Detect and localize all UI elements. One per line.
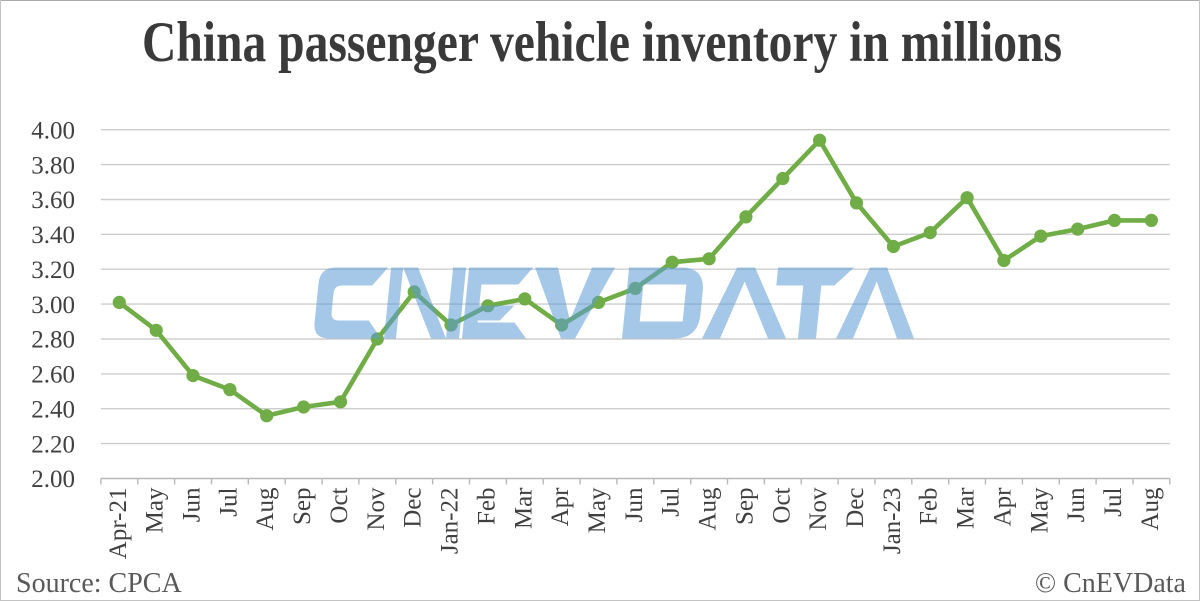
svg-text:Feb: Feb — [473, 488, 500, 526]
svg-text:Jul: Jul — [658, 487, 685, 516]
svg-text:2.60: 2.60 — [31, 362, 75, 389]
svg-text:Aug: Aug — [252, 487, 279, 531]
svg-text:Nov: Nov — [805, 487, 832, 531]
svg-text:Aug: Aug — [695, 487, 722, 531]
svg-text:3.20: 3.20 — [31, 257, 75, 284]
svg-text:May: May — [584, 487, 611, 533]
svg-text:2.40: 2.40 — [31, 396, 75, 423]
svg-text:2.00: 2.00 — [31, 466, 75, 493]
svg-text:Jan-22: Jan-22 — [437, 488, 464, 555]
svg-text:Apr: Apr — [547, 487, 574, 527]
svg-text:Dec: Dec — [842, 488, 869, 528]
svg-text:Mar: Mar — [953, 487, 980, 529]
svg-text:3.80: 3.80 — [31, 152, 75, 179]
svg-text:Jun: Jun — [179, 487, 206, 522]
svg-text:Nov: Nov — [363, 487, 390, 531]
svg-text:Mar: Mar — [510, 487, 537, 529]
svg-text:Dec: Dec — [400, 488, 427, 528]
svg-text:4.00: 4.00 — [31, 117, 75, 144]
svg-text:© CnEVData: © CnEVData — [1035, 568, 1187, 599]
svg-text:Sep: Sep — [289, 488, 316, 526]
svg-text:May: May — [142, 487, 169, 533]
svg-text:Aug: Aug — [1137, 487, 1164, 531]
svg-text:Jun: Jun — [1063, 487, 1090, 522]
svg-text:Oct: Oct — [768, 487, 795, 523]
svg-text:2.20: 2.20 — [31, 431, 75, 458]
svg-text:Feb: Feb — [916, 488, 943, 526]
svg-text:Jun: Jun — [621, 487, 648, 522]
svg-text:Jul: Jul — [215, 487, 242, 516]
svg-text:Oct: Oct — [326, 487, 353, 523]
svg-text:Jan-23: Jan-23 — [879, 488, 906, 555]
svg-text:May: May — [1026, 487, 1053, 533]
svg-text:3.60: 3.60 — [31, 187, 75, 214]
svg-text:3.00: 3.00 — [31, 292, 75, 319]
svg-text:Sep: Sep — [731, 488, 758, 526]
svg-text:Source: CPCA: Source: CPCA — [16, 568, 182, 599]
svg-text:Apr-21: Apr-21 — [105, 488, 132, 560]
svg-text:Apr: Apr — [989, 487, 1016, 527]
svg-text:3.40: 3.40 — [31, 222, 75, 249]
svg-text:2.80: 2.80 — [31, 327, 75, 354]
svg-text:China passenger vehicle invent: China passenger vehicle inventory in mil… — [142, 11, 1062, 74]
svg-text:Jul: Jul — [1100, 487, 1127, 516]
